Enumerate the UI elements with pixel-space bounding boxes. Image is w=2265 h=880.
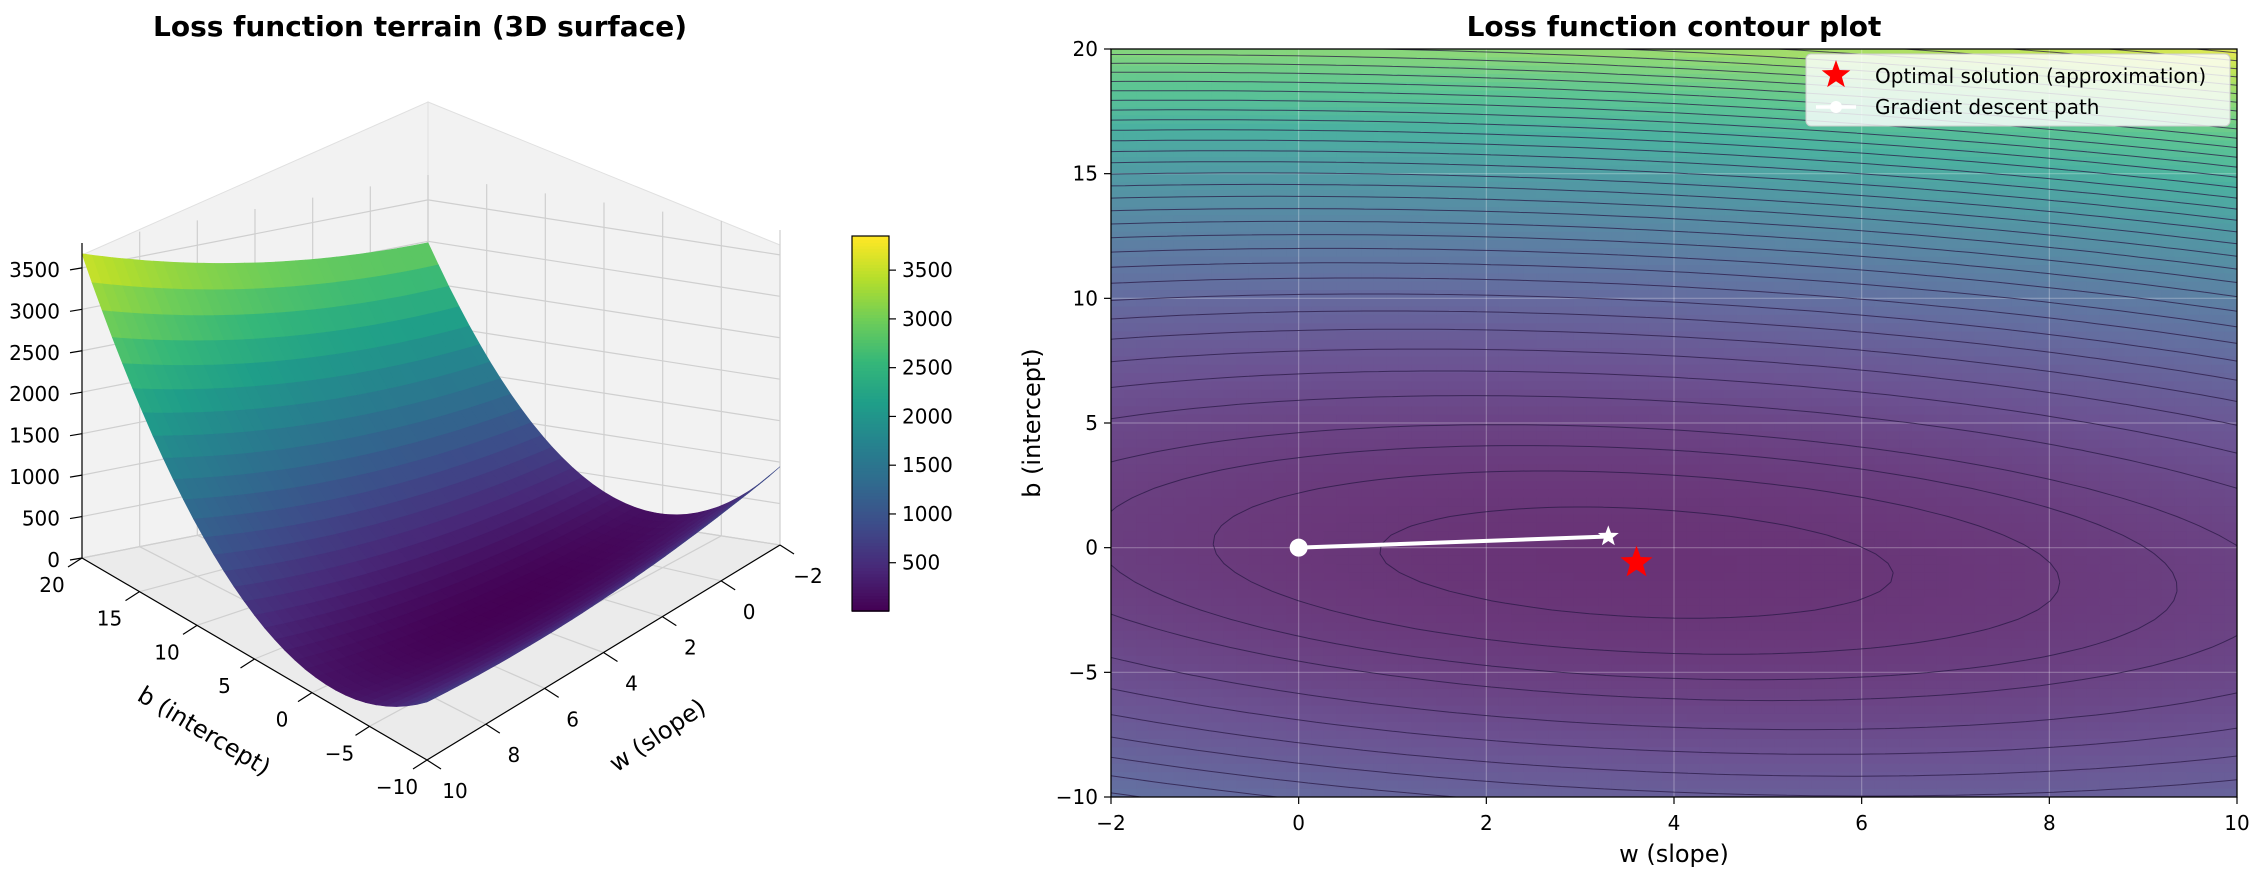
b-axis-label: b (intercept) <box>133 681 276 782</box>
b-tick-label: 0 <box>276 708 289 732</box>
contour-y-tick-label: −10 <box>1056 785 1098 809</box>
contour-line <box>1111 328 2237 797</box>
gradient-path-end <box>1597 525 1619 546</box>
legend-box <box>1805 53 2231 127</box>
z-tick-label: 2000 <box>9 382 60 406</box>
colorbar-tick-label: 2000 <box>902 404 953 428</box>
contour-line <box>1111 424 2237 702</box>
contour-line <box>1212 470 2061 655</box>
contour-line <box>1111 139 2237 199</box>
colorbar-tick-label: 3000 <box>902 307 953 331</box>
contour-y-tick-label: 0 <box>1085 536 1098 560</box>
contour-xlabel: w (slope) <box>1619 840 1729 868</box>
gradient-path-start <box>1289 538 1308 557</box>
w-tick-label: 4 <box>625 672 638 696</box>
contour-y-tick-label: −5 <box>1069 660 1098 684</box>
b-tick-label: −10 <box>376 775 418 799</box>
3d-axes: 0 500 1000 1500 2000 2500 3000 3500 −10 −5 0 5 10 15 2… <box>9 243 823 803</box>
contour-ylabel: b (intercept) <box>1018 348 1046 498</box>
w-tick-label: 10 <box>442 779 467 803</box>
contour-line <box>1111 293 2237 797</box>
legend-marker-path <box>1830 101 1842 113</box>
w-tick-label: −2 <box>793 564 822 588</box>
contour-line <box>1111 262 2237 328</box>
contour-x-tick-label: −2 <box>1096 811 1125 835</box>
legend-marker-optimal <box>1821 60 1851 88</box>
contour-x-tick-label: 10 <box>2224 811 2249 835</box>
colorbar: 500 1000 1500 2000 2500 3000 3500 <box>851 235 953 612</box>
contour-line <box>1111 220 2237 283</box>
contour-line <box>1111 150 2237 210</box>
z-tick-label: 1000 <box>9 465 60 489</box>
contour-line <box>1111 208 2237 270</box>
z-tick-label: 3500 <box>9 258 60 282</box>
contour-line <box>1111 310 2237 797</box>
contour-line <box>1111 370 2237 755</box>
w-tick-label: 6 <box>566 707 579 731</box>
z-tick-label: 500 <box>22 507 60 531</box>
optimal-solution-marker <box>1620 545 1653 577</box>
contour-chart-title: Loss function contour plot <box>1467 10 1882 43</box>
contour-lines <box>1111 49 2237 797</box>
b-tick-label: −5 <box>325 741 354 765</box>
contour-line <box>1111 183 2237 245</box>
colorbar-tick-label: 3500 <box>902 258 953 282</box>
contour-line <box>1111 119 2237 178</box>
contour-line <box>1111 109 2237 168</box>
surface-chart-title: Loss function terrain (3D surface) <box>153 10 687 43</box>
colorbar-tick-label: 1500 <box>902 453 953 477</box>
contour-line <box>1111 195 2237 257</box>
contour-y-tick-label: 5 <box>1085 411 1098 435</box>
contour-y-tick-label: 10 <box>1073 286 1098 310</box>
contour-chart: Loss function contour plot −2 0 2 4 6 8 10−10−… <box>1018 10 2250 868</box>
contour-x-tick-label: 2 <box>1480 811 1493 835</box>
gradient-descent-path <box>1289 525 1619 557</box>
contour-line <box>1111 129 2237 188</box>
z-tick-label: 1500 <box>9 424 60 448</box>
contour-x-tick-label: 4 <box>1668 811 1681 835</box>
contour-line <box>1111 247 2237 312</box>
contour-x-tick-label: 8 <box>2043 811 2056 835</box>
contour-line <box>1111 172 2237 233</box>
contour-x-tick-label: 0 <box>1292 811 1305 835</box>
contour-line <box>1111 348 2237 777</box>
legend-label-path: Gradient descent path <box>1875 95 2099 119</box>
colorbar-tick-label: 1000 <box>902 502 953 526</box>
contour-line <box>1111 395 2237 731</box>
w-tick-label: 2 <box>684 636 697 660</box>
colorbar-tick-label: 2500 <box>902 356 953 380</box>
contour-fill <box>1111 49 2237 797</box>
surface-chart: Loss function terrain (3D surface) 05001… <box>9 10 953 803</box>
b-tick-label: 10 <box>154 640 179 664</box>
contour-line <box>1111 445 2178 681</box>
z-tick-label: 2500 <box>9 341 60 365</box>
colorbar-tick-label: 500 <box>902 551 940 575</box>
z-tick-label: 0 <box>47 548 60 572</box>
contour-ticks: −2 0 2 4 6 8 10 −10 −5 0 5 10 15 20 <box>1056 37 2250 835</box>
contour-x-tick-label: 6 <box>1855 811 1868 835</box>
contour-line <box>1111 277 2237 797</box>
optimal-solution-star <box>1620 545 1653 577</box>
contour-line <box>1111 234 2237 298</box>
b-tick-label: 5 <box>218 674 231 698</box>
contour-line <box>1379 506 1894 619</box>
w-tick-label: 8 <box>507 743 520 767</box>
surface-facet <box>759 466 781 485</box>
w-axis-label: w (slope) <box>604 693 711 778</box>
gradient-path-line <box>1298 534 1609 550</box>
w-tick-label: 0 <box>743 600 756 624</box>
legend: Optimal solution (approximation) Gradient… <box>1805 53 2231 127</box>
b-tick-label: 15 <box>97 607 122 631</box>
contour-y-tick-label: 20 <box>1073 37 1098 61</box>
legend-label-optimal: Optimal solution (approximation) <box>1875 64 2206 88</box>
contour-y-tick-label: 15 <box>1073 162 1098 186</box>
contour-line <box>1111 161 2237 221</box>
b-tick-label: 20 <box>39 573 64 597</box>
loss-surface <box>81 242 781 707</box>
z-tick-label: 3000 <box>9 299 60 323</box>
